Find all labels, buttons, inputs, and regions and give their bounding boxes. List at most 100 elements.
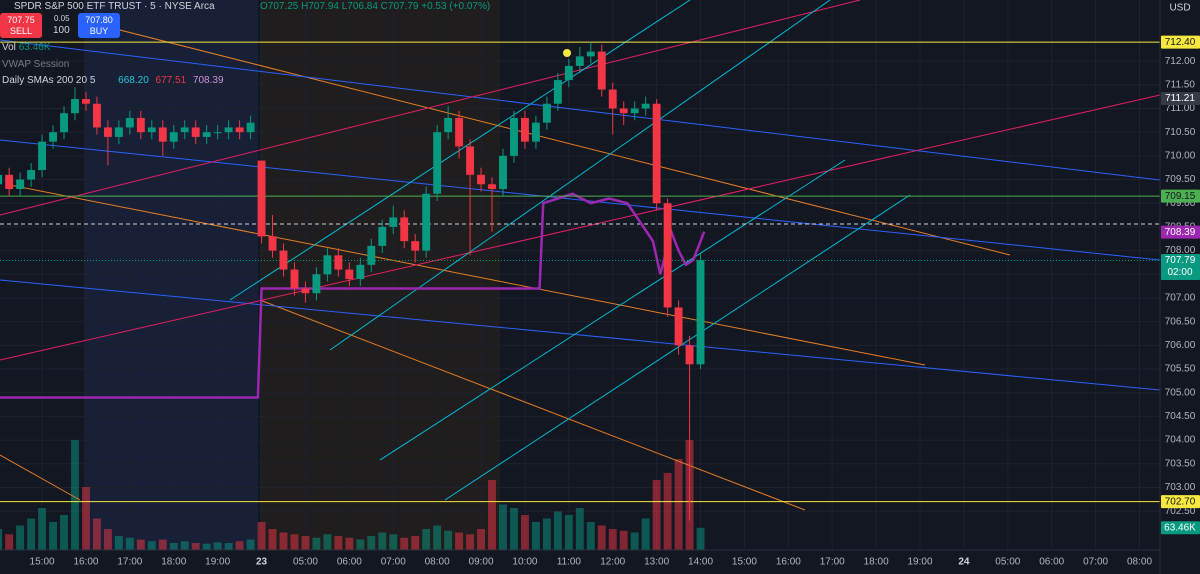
candle-body xyxy=(16,179,25,190)
candle-body xyxy=(400,217,409,242)
candle-body xyxy=(213,132,222,134)
session-bg xyxy=(260,0,500,550)
candle-body xyxy=(345,269,354,280)
y-tick-label: 709.00 xyxy=(1165,198,1196,209)
volume-bar xyxy=(663,472,672,550)
candle-body xyxy=(575,56,584,66)
trend-line xyxy=(0,0,861,216)
candle-body xyxy=(125,117,134,128)
x-tick-label: 15:00 xyxy=(732,557,757,568)
y-tick-label: 703.50 xyxy=(1165,458,1196,469)
price-badge xyxy=(1161,189,1200,203)
candle-body xyxy=(367,245,376,265)
trend-line xyxy=(229,0,691,301)
candle-body xyxy=(641,103,650,109)
y-tick-label: 711.00 xyxy=(1165,103,1195,114)
event-marker[interactable] xyxy=(563,49,571,57)
vol-legend: Vol 63.46K xyxy=(2,41,50,55)
volume-bar xyxy=(542,518,551,550)
volume-bar xyxy=(27,518,36,550)
candle-body xyxy=(652,103,661,204)
price-badge xyxy=(1161,254,1200,281)
x-tick-label: 19:00 xyxy=(205,557,230,568)
candle-body xyxy=(27,170,36,180)
volume-bar xyxy=(466,534,475,550)
candle-body xyxy=(378,226,387,246)
volume-bar xyxy=(553,511,562,550)
candle-body xyxy=(520,117,529,142)
x-tick-label: 05:00 xyxy=(995,557,1020,568)
candle-body xyxy=(663,203,672,308)
buy-label: BUY xyxy=(89,26,109,36)
x-tick-label: 06:00 xyxy=(1039,557,1064,568)
candle-body xyxy=(257,160,266,237)
y-tick-label: 711.50 xyxy=(1165,79,1195,90)
session-bg xyxy=(84,0,258,550)
volume-bar xyxy=(125,537,134,550)
candle-body xyxy=(685,345,694,365)
candle-body xyxy=(488,184,496,190)
sma-value: 708.39 xyxy=(192,75,224,86)
volume-bar xyxy=(191,542,200,550)
volume-bar xyxy=(147,541,156,550)
volume-bar xyxy=(235,541,244,550)
candle-body xyxy=(0,174,3,185)
trend-line xyxy=(379,159,846,461)
volume-bar xyxy=(268,528,277,550)
x-tick-label: 05:00 xyxy=(293,557,318,568)
volume-bar xyxy=(575,507,584,550)
candle-body xyxy=(422,193,431,251)
candle-body xyxy=(586,51,595,57)
candle-body xyxy=(301,288,310,294)
candle-body xyxy=(5,174,14,190)
ohlc: O707.25 H707.94 L706.84 C707.79 +0.53 (+… xyxy=(260,1,491,12)
volume-bar xyxy=(16,525,25,550)
volume-bar xyxy=(619,530,628,550)
volume-bar xyxy=(82,486,90,550)
spread: 0.05 xyxy=(54,14,70,23)
sma-value: 668.20 xyxy=(118,75,149,86)
candle-body xyxy=(202,132,211,137)
currency: USD xyxy=(1169,3,1190,14)
x-tick-label: 17:00 xyxy=(117,557,142,568)
quantity[interactable]: 100 xyxy=(53,25,70,36)
candle-body xyxy=(103,127,112,137)
volume-bar xyxy=(246,539,255,550)
x-tick-label: 23 xyxy=(256,557,268,568)
volume-bar xyxy=(312,537,321,550)
candle-body xyxy=(696,260,705,365)
candle-body xyxy=(411,241,420,251)
volume-bar xyxy=(114,535,123,550)
volume-bar xyxy=(323,534,332,550)
volume-bar xyxy=(444,530,453,550)
candle-body xyxy=(82,99,90,104)
volume-bar xyxy=(433,525,442,550)
volume-bar xyxy=(488,479,496,550)
candle-body xyxy=(564,65,573,81)
x-tick-label: 16:00 xyxy=(73,557,98,568)
volume-bar xyxy=(630,532,639,550)
candle-body xyxy=(510,117,518,156)
candle-body xyxy=(147,127,156,133)
x-tick-label: 07:00 xyxy=(381,557,406,568)
candle-body xyxy=(169,132,178,142)
candle-body xyxy=(553,80,562,104)
price-badge-label: 707.79 xyxy=(1165,255,1196,266)
volume-bar xyxy=(510,507,518,550)
candle-body xyxy=(268,236,277,251)
buy-button[interactable]: 707.80 BUY xyxy=(78,13,120,38)
candle-body xyxy=(389,217,398,227)
candle-body xyxy=(323,255,332,275)
candle-body xyxy=(455,117,464,147)
volume-bar xyxy=(652,479,661,550)
trend-line xyxy=(0,454,81,501)
x-tick-label: 13:00 xyxy=(644,557,669,568)
x-tick-label: 10:00 xyxy=(512,557,537,568)
candle-body xyxy=(466,146,475,175)
volume-bar xyxy=(103,528,112,550)
candle-body xyxy=(290,269,299,289)
sell-button[interactable]: 707.75 SELL xyxy=(0,13,42,38)
volume-bar xyxy=(49,521,57,550)
y-tick-label: 704.50 xyxy=(1165,411,1196,422)
y-tick-label: 706.00 xyxy=(1165,340,1196,351)
